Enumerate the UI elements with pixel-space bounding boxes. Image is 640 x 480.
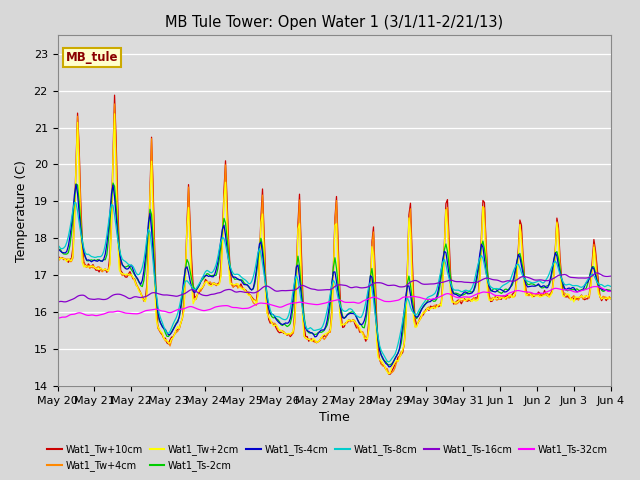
Wat1_Tw+10cm <box>477 233 485 239</box>
Wat1_Tw+10cm <box>92 267 100 273</box>
Wat1_Tw+4cm <box>74 113 81 119</box>
Wat1_Ts-16cm <box>92 296 100 302</box>
Wat1_Tw+10cm <box>74 110 81 116</box>
Wat1_Tw+10cm <box>54 251 61 257</box>
Wat1_Ts-2cm <box>74 182 81 188</box>
Wat1_Ts-2cm <box>54 247 61 252</box>
Wat1_Ts-8cm <box>70 199 78 205</box>
Wat1_Ts-4cm <box>72 181 80 187</box>
Line: Wat1_Tw+10cm: Wat1_Tw+10cm <box>58 95 640 374</box>
Wat1_Tw+10cm <box>111 92 118 98</box>
Wat1_Ts-32cm <box>92 313 100 319</box>
Wat1_Tw+10cm <box>565 295 573 301</box>
Wat1_Ts-16cm <box>74 293 81 299</box>
Wat1_Ts-8cm <box>565 281 573 287</box>
Wat1_Ts-4cm <box>54 247 61 252</box>
Wat1_Ts-8cm <box>359 312 367 317</box>
Wat1_Ts-32cm <box>627 282 635 288</box>
Wat1_Ts-32cm <box>474 291 482 297</box>
Wat1_Ts-8cm <box>54 242 61 248</box>
Wat1_Ts-8cm <box>94 254 102 260</box>
Line: Wat1_Ts-4cm: Wat1_Ts-4cm <box>58 184 640 367</box>
Wat1_Tw+4cm <box>54 259 61 265</box>
Wat1_Tw+4cm <box>385 371 393 376</box>
Wat1_Ts-2cm <box>109 180 117 186</box>
Wat1_Ts-4cm <box>359 321 367 327</box>
Wat1_Ts-16cm <box>54 299 61 305</box>
Wat1_Tw+4cm <box>111 101 118 107</box>
Line: Wat1_Ts-32cm: Wat1_Ts-32cm <box>58 285 640 318</box>
Title: MB Tule Tower: Open Water 1 (3/1/11-2/21/13): MB Tule Tower: Open Water 1 (3/1/11-2/21… <box>165 15 503 30</box>
Wat1_Ts-4cm <box>94 258 102 264</box>
Wat1_Ts-32cm <box>54 315 61 321</box>
Wat1_Ts-16cm <box>630 269 638 275</box>
Line: Wat1_Ts-16cm: Wat1_Ts-16cm <box>58 272 640 302</box>
Text: MB_tule: MB_tule <box>66 51 118 64</box>
Wat1_Ts-2cm <box>477 244 485 250</box>
Wat1_Ts-32cm <box>563 287 570 293</box>
X-axis label: Time: Time <box>319 411 349 424</box>
Wat1_Tw+2cm <box>385 371 393 377</box>
Wat1_Tw+2cm <box>54 256 61 262</box>
Legend: Wat1_Tw+10cm, Wat1_Tw+4cm, Wat1_Tw+2cm, Wat1_Ts-2cm, Wat1_Ts-4cm, Wat1_Ts-8cm, W: Wat1_Tw+10cm, Wat1_Tw+4cm, Wat1_Tw+2cm, … <box>44 441 612 475</box>
Line: Wat1_Ts-2cm: Wat1_Ts-2cm <box>58 183 640 365</box>
Wat1_Ts-2cm <box>385 362 393 368</box>
Wat1_Ts-16cm <box>563 272 570 278</box>
Wat1_Tw+2cm <box>359 331 367 336</box>
Wat1_Tw+2cm <box>477 241 485 247</box>
Line: Wat1_Ts-8cm: Wat1_Ts-8cm <box>58 202 640 362</box>
Wat1_Ts-8cm <box>385 359 393 365</box>
Y-axis label: Temperature (C): Temperature (C) <box>15 160 28 262</box>
Wat1_Ts-8cm <box>76 219 83 225</box>
Wat1_Ts-16cm <box>474 279 482 285</box>
Wat1_Tw+10cm <box>359 330 367 336</box>
Wat1_Ts-32cm <box>357 300 365 305</box>
Wat1_Tw+10cm <box>385 372 393 377</box>
Wat1_Tw+4cm <box>477 246 485 252</box>
Wat1_Tw+2cm <box>111 111 118 117</box>
Wat1_Ts-4cm <box>565 285 573 291</box>
Wat1_Ts-2cm <box>565 287 573 293</box>
Wat1_Ts-2cm <box>92 258 100 264</box>
Wat1_Tw+4cm <box>565 295 573 300</box>
Wat1_Tw+4cm <box>359 329 367 335</box>
Wat1_Ts-4cm <box>477 241 485 247</box>
Wat1_Ts-2cm <box>359 324 367 330</box>
Wat1_Tw+2cm <box>74 120 81 125</box>
Wat1_Tw+2cm <box>565 292 573 298</box>
Wat1_Ts-8cm <box>477 252 485 258</box>
Wat1_Tw+4cm <box>92 265 100 271</box>
Wat1_Tw+2cm <box>92 266 100 272</box>
Wat1_Ts-32cm <box>74 310 81 316</box>
Wat1_Ts-4cm <box>385 364 393 370</box>
Line: Wat1_Tw+2cm: Wat1_Tw+2cm <box>58 114 640 374</box>
Wat1_Ts-16cm <box>357 285 365 291</box>
Wat1_Ts-4cm <box>76 209 83 215</box>
Line: Wat1_Tw+4cm: Wat1_Tw+4cm <box>58 104 640 373</box>
